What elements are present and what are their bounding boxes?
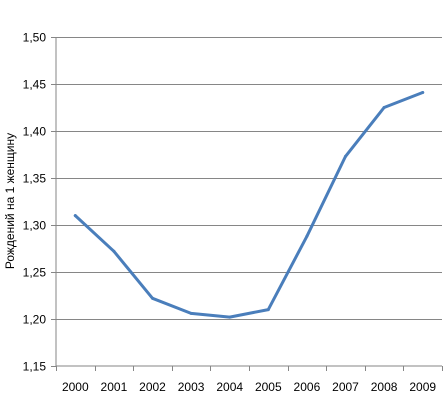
y-tick-label: 1,35 bbox=[23, 172, 47, 186]
y-tick-label: 1,50 bbox=[23, 31, 47, 45]
x-tick-label: 2009 bbox=[409, 380, 436, 394]
y-axis-title: Рождений на 1 женщину bbox=[3, 133, 17, 269]
data-point bbox=[344, 154, 347, 158]
data-point bbox=[189, 311, 193, 315]
series-group bbox=[73, 91, 425, 319]
x-tick-label: 2005 bbox=[255, 380, 282, 394]
y-tick-label: 1,20 bbox=[23, 313, 47, 327]
x-tick-labels: 2000 2001 2002 2003 2004 2005 2006 2007 2008 2009 bbox=[56, 366, 443, 394]
y-tick-label: 1,15 bbox=[23, 360, 47, 374]
y-tick-label: 1,25 bbox=[23, 266, 47, 280]
y-tick-label: 1,45 bbox=[23, 78, 47, 92]
data-point bbox=[228, 315, 232, 319]
data-point bbox=[421, 91, 425, 94]
x-tick-label: 2000 bbox=[62, 380, 89, 394]
data-point bbox=[305, 234, 309, 238]
x-tick-label: 2001 bbox=[101, 380, 128, 394]
data-point bbox=[382, 106, 386, 109]
x-tick-label: 2006 bbox=[294, 380, 321, 394]
y-tick-labels: 1,15 1,20 1,25 1,30 1,35 1,40 1,45 1,50 bbox=[23, 31, 56, 374]
data-point bbox=[112, 249, 116, 253]
series-line bbox=[73, 91, 425, 319]
data-point bbox=[73, 214, 77, 218]
y-tick-label: 1,30 bbox=[23, 219, 47, 233]
y-tick-label: 1,40 bbox=[23, 125, 47, 139]
gridlines bbox=[56, 37, 442, 320]
x-tick-label: 2003 bbox=[178, 380, 205, 394]
data-point bbox=[151, 296, 154, 300]
x-tick-label: 2002 bbox=[139, 380, 166, 394]
x-tick-label: 2004 bbox=[216, 380, 243, 394]
x-tick-label: 2007 bbox=[332, 380, 359, 394]
data-point bbox=[266, 308, 270, 312]
x-tick-label: 2008 bbox=[371, 380, 398, 394]
